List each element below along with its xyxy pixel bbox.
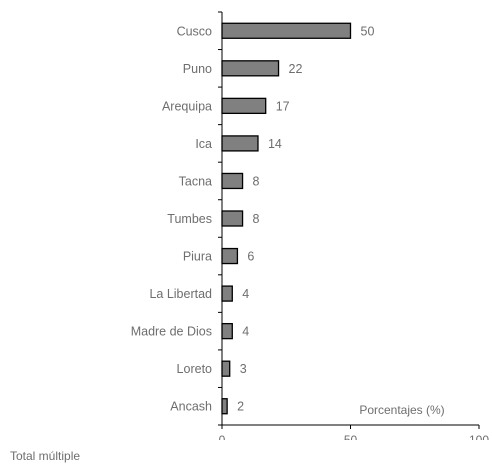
- value-label: 50: [361, 24, 375, 38]
- bars-layer: Cusco 50 Puno 22 Arequipa 17 Ica 14 Tacna 8 Tumbes…: [131, 11, 375, 426]
- value-label: 2: [237, 400, 244, 414]
- x-ticks: 0 50 100: [219, 425, 489, 440]
- value-label: 22: [289, 62, 303, 76]
- bar-ancash: [221, 398, 228, 415]
- bar-tacna: [221, 172, 244, 190]
- value-label: 14: [268, 137, 282, 151]
- bar-puno: [221, 60, 280, 77]
- value-label: 6: [247, 250, 254, 264]
- category-label: Puno: [183, 62, 212, 76]
- x-tick-label: 100: [469, 433, 489, 440]
- bar-piura: [221, 247, 239, 265]
- value-label: 4: [242, 325, 249, 339]
- bar-chart: Cusco 50 Puno 22 Arequipa 17 Ica 14 Tacna 8 Tumbes…: [131, 11, 489, 440]
- category-label: Ica: [195, 137, 212, 151]
- value-label: 8: [253, 212, 260, 226]
- footnote: Total múltiple: [10, 449, 81, 463]
- bar-madre-de-dios: [221, 322, 233, 340]
- category-label: Madre de Dios: [131, 325, 212, 339]
- category-label: Arequipa: [162, 99, 212, 113]
- category-label: Tumbes: [167, 212, 212, 226]
- value-label: 3: [240, 362, 247, 376]
- value-label: 17: [276, 99, 290, 113]
- bar-tumbes: [221, 210, 244, 227]
- x-axis-title: Porcentajes (%): [359, 403, 444, 417]
- category-label: Tacna: [179, 174, 212, 188]
- bar-arequipa: [221, 97, 267, 115]
- category-label: Piura: [183, 250, 212, 264]
- bar-loreto: [221, 360, 231, 377]
- x-tick-label: 50: [344, 433, 358, 440]
- bar-la-libertad: [221, 285, 233, 302]
- category-label: La Libertad: [149, 287, 212, 301]
- category-label: Ancash: [170, 400, 212, 414]
- category-label: Cusco: [177, 24, 212, 38]
- value-label: 4: [242, 287, 249, 301]
- value-label: 8: [253, 174, 260, 188]
- bar-cusco: [221, 22, 352, 39]
- category-label: Loreto: [177, 362, 212, 376]
- bar-ica: [221, 135, 259, 152]
- x-tick-label: 0: [219, 433, 226, 440]
